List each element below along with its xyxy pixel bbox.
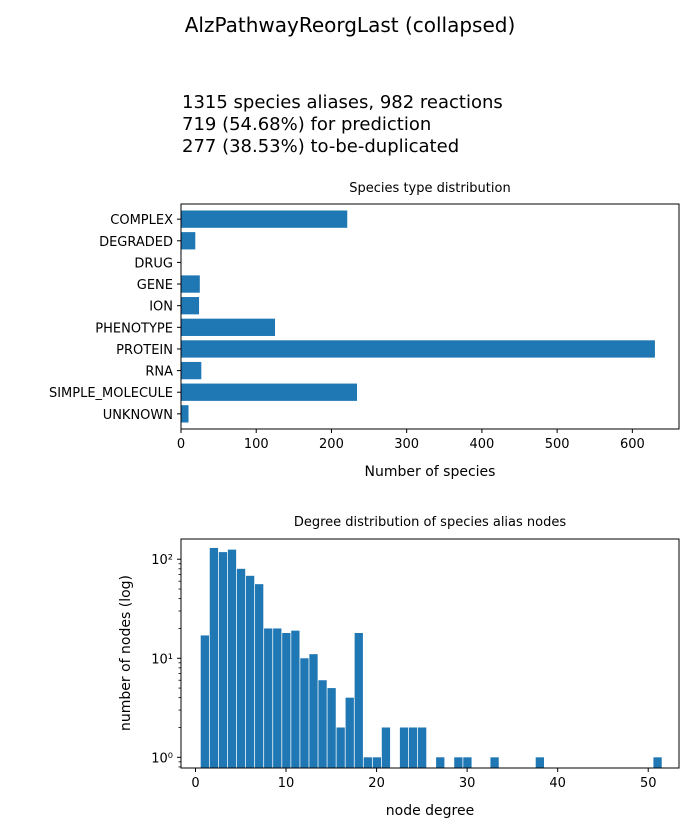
- histogram-bar-degree-23: [399, 727, 409, 768]
- bar-rna: [181, 361, 202, 380]
- histogram-bar-degree-7: [255, 584, 264, 768]
- species-type-bars: [181, 210, 655, 423]
- histogram-bar-degree-10: [282, 632, 291, 768]
- y-tick-label: 10⁰: [151, 751, 173, 766]
- degree-x-ticks: 0 10 20 30 40 50: [191, 768, 656, 791]
- x-tick-label: 500: [545, 437, 570, 452]
- x-tick-label: 600: [620, 437, 645, 452]
- species-type-plot-frame: [180, 203, 680, 430]
- histogram-bar-degree-18: [354, 632, 363, 768]
- subtitle-line-1: 1315 species aliases, 982 reactions: [182, 92, 503, 113]
- x-tick-label: 40: [549, 776, 566, 791]
- histogram-bar-degree-11: [291, 630, 300, 768]
- histogram-bar-degree-15: [327, 688, 336, 768]
- category-tick-label: RNA: [145, 365, 173, 380]
- category-tick-label: PHENOTYPE: [95, 321, 173, 336]
- bar-degraded: [181, 232, 196, 250]
- histogram-bar-degree-30: [463, 757, 472, 768]
- x-tick-label: 0: [191, 776, 199, 791]
- x-tick-label: 200: [319, 437, 344, 452]
- species-type-x-ticks: 0 100 200 300 400 500 600: [177, 429, 645, 452]
- category-tick-label: COMPLEX: [110, 213, 173, 228]
- histogram-bar-degree-51: [653, 757, 662, 768]
- species-type-x-axis-label: Number of species: [365, 464, 496, 480]
- bar-complex: [181, 210, 348, 228]
- histogram-bar-degree-29: [454, 757, 463, 768]
- degree-plot-frame: [180, 538, 680, 769]
- histogram-bar-degree-17: [345, 697, 354, 768]
- histogram-bar-degree-27: [436, 757, 445, 768]
- histogram-bar-degree-20: [372, 757, 382, 768]
- histogram-bar-degree-16: [336, 727, 345, 768]
- bar-protein: [181, 340, 655, 358]
- histogram-bar-degree-13: [309, 654, 318, 768]
- category-tick-label: UNKNOWN: [103, 408, 173, 423]
- histogram-bar-degree-38: [535, 757, 545, 768]
- x-tick-label: 30: [459, 776, 476, 791]
- histogram-bar-degree-6: [245, 575, 255, 768]
- histogram-bar-degree-9: [273, 628, 282, 768]
- bar-simple-molecule: [181, 383, 358, 401]
- category-tick-label: SIMPLE_MOLECULE: [49, 386, 173, 401]
- degree-y-axis-label: number of nodes (log): [118, 575, 134, 731]
- degree-distribution-chart: Degree distribution of species alias nod…: [118, 515, 680, 819]
- histogram-bar-degree-1: [200, 635, 209, 768]
- degree-x-axis-label: node degree: [386, 803, 474, 819]
- histogram-bar-degree-12: [300, 658, 309, 768]
- histogram-bar-degree-5: [236, 568, 246, 768]
- x-tick-label: 10: [278, 776, 295, 791]
- category-tick-label: ION: [149, 300, 173, 315]
- bar-unknown: [181, 405, 189, 423]
- x-tick-label: 300: [394, 437, 419, 452]
- subtitle-line-2: 719 (54.68%) for prediction: [182, 114, 432, 135]
- x-tick-label: 100: [244, 437, 269, 452]
- histogram-bar-degree-14: [318, 680, 327, 768]
- histogram-bar-degree-4: [227, 549, 237, 768]
- degree-histogram-bars: [200, 547, 662, 768]
- x-tick-label: 20: [368, 776, 385, 791]
- histogram-bar-degree-3: [218, 552, 228, 768]
- subtitle-line-3: 277 (38.53%) to-be-duplicated: [182, 136, 460, 157]
- category-tick-label: DEGRADED: [99, 235, 173, 250]
- bar-phenotype: [181, 318, 276, 336]
- category-tick-label: DRUG: [134, 256, 173, 271]
- y-tick-label: 10²: [151, 553, 173, 568]
- category-tick-label: GENE: [137, 278, 173, 293]
- y-tick-label: 10¹: [151, 652, 173, 667]
- histogram-bar-degree-2: [209, 547, 219, 768]
- category-tick-label: PROTEIN: [116, 343, 173, 358]
- histogram-bar-degree-33: [490, 757, 499, 768]
- species-type-chart: Species type distribution COMPLEX DEGRADE…: [49, 181, 680, 480]
- bar-ion: [181, 297, 200, 315]
- histogram-bar-degree-25: [418, 727, 427, 768]
- histogram-bar-degree-24: [408, 727, 418, 768]
- degree-y-ticks: 10⁰ 10¹ 10²: [151, 553, 181, 768]
- histogram-bar-degree-19: [363, 757, 372, 768]
- degree-distribution-chart-title: Degree distribution of species alias nod…: [294, 515, 567, 530]
- x-tick-label: 400: [469, 437, 494, 452]
- bar-gene: [181, 275, 200, 293]
- figure-title: AlzPathwayReorgLast (collapsed): [184, 13, 516, 37]
- x-tick-label: 50: [640, 776, 657, 791]
- species-type-category-ticks: COMPLEX DEGRADED DRUG GENE ION PHENOTYPE PROTE…: [49, 213, 181, 423]
- species-type-chart-title: Species type distribution: [349, 181, 510, 196]
- x-tick-label: 0: [177, 437, 185, 452]
- histogram-bar-degree-8: [264, 628, 273, 768]
- histogram-bar-degree-21: [381, 727, 391, 768]
